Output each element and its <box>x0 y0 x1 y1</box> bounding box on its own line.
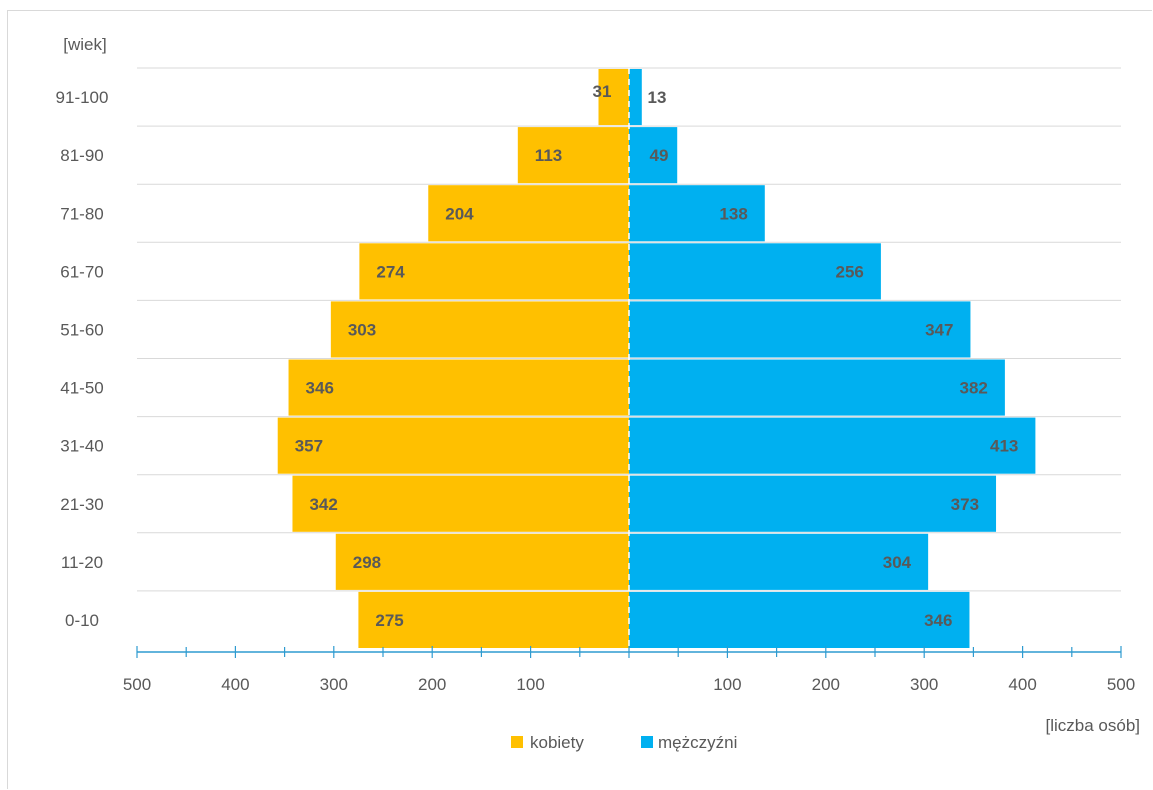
x-axis: 500 400 300 200 100 100 200 300 400 500 <box>123 646 1135 694</box>
data-label-mezczyzni: 49 <box>650 146 669 165</box>
data-label-kobiety: 31 <box>593 82 612 101</box>
bar-mezczyzni <box>629 417 1036 474</box>
data-label-kobiety: 275 <box>375 611 403 630</box>
bar-kobiety <box>292 475 629 532</box>
x-tick-label: 400 <box>1008 675 1036 694</box>
data-labels: 275 346 298 304 342 373 357 413 346 382 303 347 274 2… <box>295 82 1019 630</box>
data-label-kobiety: 357 <box>295 437 323 456</box>
x-tick-label: 500 <box>123 675 151 694</box>
data-label-kobiety: 274 <box>376 262 405 281</box>
category-label: 21-30 <box>60 495 103 514</box>
bar-kobiety <box>330 301 629 358</box>
data-label-mezczyzni: 347 <box>925 320 953 339</box>
legend-swatch-kobiety <box>511 736 523 748</box>
bar-kobiety <box>358 591 629 648</box>
bar-kobiety <box>359 243 629 300</box>
category-label: 41-50 <box>60 379 103 398</box>
data-label-mezczyzni: 304 <box>883 553 912 572</box>
category-label: 91-100 <box>56 88 109 107</box>
y-axis-category-labels: 0-10 11-20 21-30 31-40 41-50 51-60 61-70 71-80 8… <box>56 88 109 630</box>
y-axis-title: [wiek] <box>63 35 106 54</box>
bar-mezczyzni <box>629 475 997 532</box>
data-label-kobiety: 113 <box>535 146 562 165</box>
bar-kobiety <box>517 127 629 184</box>
bar-mezczyzni <box>629 127 678 184</box>
bars <box>277 68 1036 652</box>
bar-kobiety <box>288 359 629 416</box>
x-tick-label: 500 <box>1107 675 1135 694</box>
legend-swatch-mezczyzni <box>641 736 653 748</box>
legend: kobiety mężczyźni <box>511 733 737 752</box>
data-label-kobiety: 298 <box>353 553 381 572</box>
data-label-mezczyzni: 382 <box>960 379 988 398</box>
data-label-mezczyzni: 13 <box>648 88 667 107</box>
bar-mezczyzni <box>629 359 1005 416</box>
x-tick-label: 300 <box>910 675 938 694</box>
bar-mezczyzni <box>629 301 971 358</box>
category-label: 0-10 <box>65 611 99 630</box>
data-label-mezczyzni: 346 <box>924 611 952 630</box>
chart-frame <box>7 10 1152 789</box>
legend-label-mezczyzni: mężczyźni <box>658 733 737 752</box>
x-tick-label: 100 <box>516 675 544 694</box>
data-label-mezczyzni: 373 <box>951 495 979 514</box>
data-label-kobiety: 204 <box>445 204 474 223</box>
category-label: 81-90 <box>60 146 103 165</box>
x-tick-label: 300 <box>320 675 348 694</box>
category-label: 11-20 <box>61 553 103 572</box>
data-label-kobiety: 346 <box>306 379 334 398</box>
data-label-kobiety: 303 <box>348 320 376 339</box>
category-label: 51-60 <box>60 320 103 339</box>
x-tick-label: 100 <box>713 675 741 694</box>
category-label: 31-40 <box>60 437 103 456</box>
bar-kobiety <box>277 417 629 474</box>
x-tick-label: 200 <box>418 675 446 694</box>
x-tick-label: 400 <box>221 675 249 694</box>
legend-label-kobiety: kobiety <box>530 733 584 752</box>
data-label-mezczyzni: 413 <box>990 437 1018 456</box>
bar-mezczyzni <box>629 185 765 242</box>
bar-kobiety <box>598 69 629 126</box>
data-label-kobiety: 342 <box>309 495 337 514</box>
bar-mezczyzni <box>629 243 881 300</box>
data-label-mezczyzni: 138 <box>719 204 747 223</box>
category-label: 71-80 <box>60 204 103 223</box>
bar-mezczyzni <box>629 69 642 126</box>
bar-mezczyzni <box>629 533 929 590</box>
data-label-mezczyzni: 256 <box>836 262 864 281</box>
category-label: 61-70 <box>60 262 103 281</box>
bar-mezczyzni <box>629 591 970 648</box>
x-axis-title: [liczba osób] <box>1046 716 1141 735</box>
bar-kobiety <box>428 185 629 242</box>
x-tick-label: 200 <box>812 675 840 694</box>
bar-kobiety <box>335 533 629 590</box>
